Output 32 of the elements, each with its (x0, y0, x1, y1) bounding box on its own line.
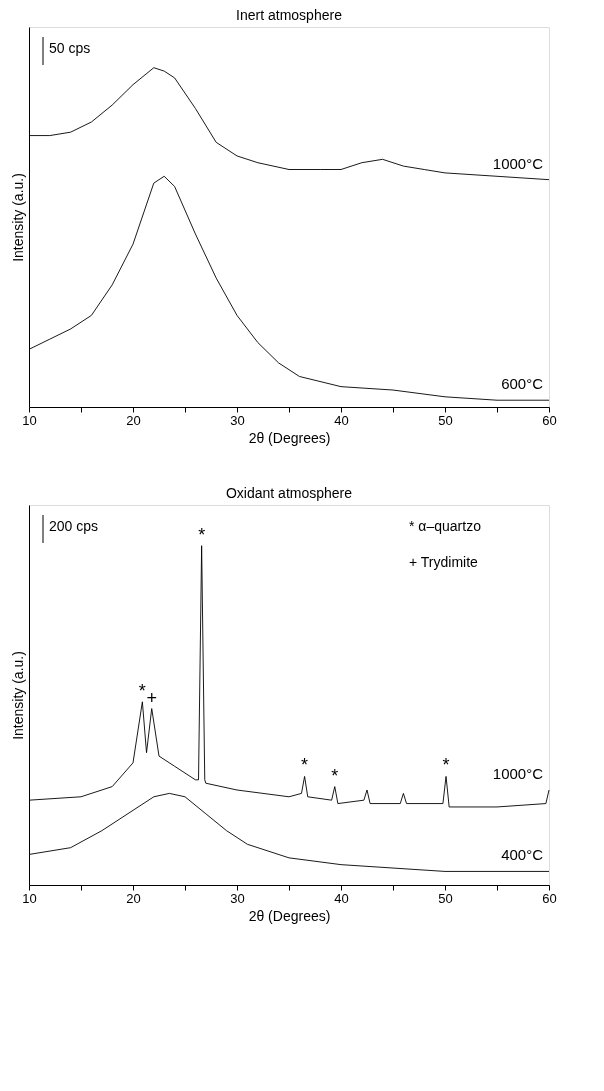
x-tick-label: 20 (126, 890, 141, 906)
text: 50 cps (49, 40, 91, 56)
annotation: * (442, 755, 450, 776)
x-tick-label: 30 (230, 412, 245, 428)
x-tick-label: 10 (22, 412, 37, 428)
text: 200 cps (49, 518, 99, 534)
annotation: + (146, 687, 157, 708)
annotation: * (331, 765, 339, 786)
series-label: 1000°C (492, 765, 544, 782)
x-tick-label: 10 (22, 890, 37, 906)
x-tick-label: 40 (334, 890, 349, 906)
x-axis-title: 2θ (Degrees) (248, 429, 331, 446)
y-axis-title: Intensity (a.u.) (9, 173, 26, 262)
annotation: * (138, 680, 146, 701)
x-tick-label: 50 (438, 890, 453, 906)
annotation: * (198, 524, 206, 545)
x-tick-label: 30 (230, 890, 245, 906)
chart-title: Inert atmosphere (236, 7, 343, 23)
series-label: 600°C (501, 375, 544, 393)
x-tick-label: 50 (438, 412, 453, 428)
text: * α–quartzo (409, 518, 482, 534)
y-axis-title: Intensity (a.u.) (9, 651, 26, 740)
x-tick-label: 40 (334, 412, 349, 428)
series-label: 1000°C (492, 154, 544, 172)
x-tick-label: 20 (126, 412, 141, 428)
chart-title: Oxidant atmosphere (225, 485, 353, 501)
x-tick-label: 60 (542, 890, 557, 906)
x-tick-label: 60 (542, 412, 557, 428)
annotation: + Trydimite (409, 554, 479, 570)
annotation: * (301, 755, 309, 776)
series-label: 400°C (501, 846, 544, 864)
x-axis-title: 2θ (Degrees) (248, 907, 331, 924)
